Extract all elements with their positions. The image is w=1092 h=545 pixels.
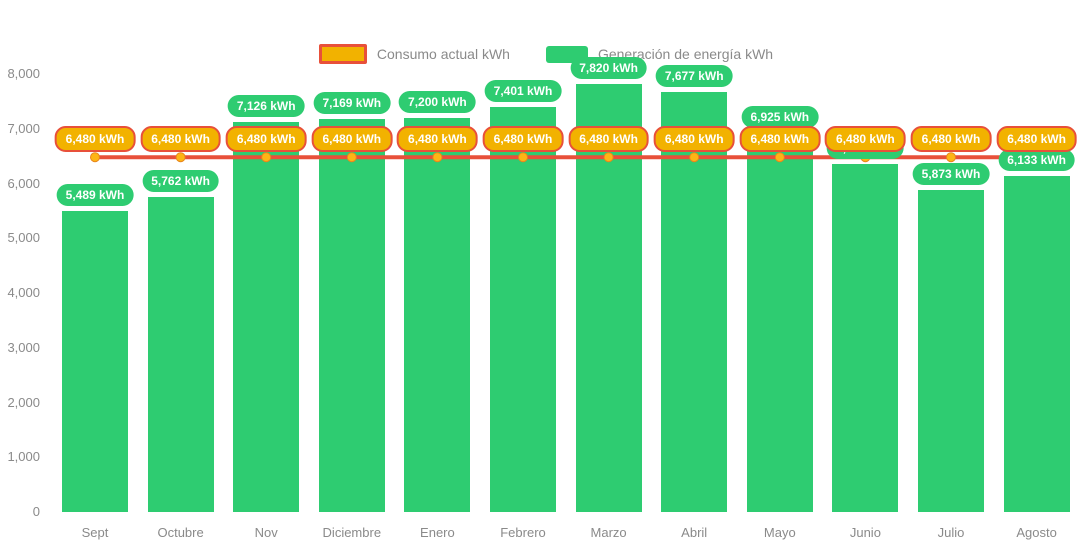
bar-febrero[interactable] [490,106,556,512]
generation-value-label-agosto: 6,133 kWh [998,149,1075,172]
bar-abril[interactable] [661,91,728,512]
bar-sept[interactable] [62,211,128,512]
line-marker-sept[interactable] [90,152,100,163]
consumption-value-label-octubre: 6,480 kWh [140,126,221,153]
y-axis-tick-label: 5,000 [7,230,40,246]
bar-agosto[interactable] [1003,176,1070,512]
bar-mayo[interactable] [746,132,813,512]
x-axis-label-junio: Junio [849,525,881,540]
generation-value-label-diciembre: 7,169 kWh [313,92,391,115]
consumption-legend-label: Consumo actual kWh [376,46,510,62]
y-axis-tick-label: 7,000 [7,120,40,136]
x-axis-label-marzo: Marzo [590,525,627,540]
generation-value-label-marzo: 7,820 kWh [570,56,647,79]
x-axis-label-nov: Nov [254,525,278,540]
consumption-legend-swatch-icon [318,44,367,64]
generation-value-label-nov: 7,126 kWh [227,94,305,117]
x-axis-label-abril: Abril [681,525,708,540]
consumption-value-label-febrero: 6,480 kWh [482,126,564,153]
y-axis-tick-label: 0 [32,504,40,519]
consumption-value-label-marzo: 6,480 kWh [568,126,649,153]
y-axis-tick-label: 8,000 [7,66,40,81]
generation-value-label-abril: 7,677 kWh [655,64,733,87]
consumption-value-label-enero: 6,480 kWh [397,126,478,153]
x-axis-label-febrero: Febrero [500,525,546,540]
bar-diciembre[interactable] [318,119,385,512]
generation-value-label-mayo: 6,925 kWh [741,105,819,128]
y-axis-tick-label: 3,000 [7,339,40,355]
x-axis-label-enero: Enero [420,525,455,540]
y-axis-tick-label: 4,000 [7,285,40,300]
x-axis-label-julio: Julio [937,525,965,540]
consumption-value-label-agosto: 6,480 kWh [996,126,1077,153]
y-axis-tick-label: 1,000 [7,449,40,465]
bar-nov[interactable] [233,121,300,512]
x-axis-label-sept: Sept [81,525,109,540]
x-axis-label-octubre: Octubre [157,525,204,540]
generation-value-label-sept: 5,489 kWh [56,184,134,207]
bar-enero[interactable] [404,117,471,512]
legend-item-consumption[interactable]: Consumo actual kWh [318,44,510,64]
bar-octubre[interactable] [147,196,214,512]
consumption-value-label-junio: 6,480 kWh [825,126,906,153]
bar-julio[interactable] [918,190,984,512]
generation-value-label-octubre: 5,762 kWh [142,169,219,192]
consumption-value-label-nov: 6,480 kWh [225,126,307,153]
y-axis-tick-label: 6,000 [7,175,40,191]
x-axis-label-diciembre: Diciembre [322,525,382,540]
chart-legend: Consumo actual kWh Generación de energía… [0,44,1092,64]
consumption-value-label-sept: 6,480 kWh [54,126,136,153]
consumption-value-label-diciembre: 6,480 kWh [311,126,393,153]
line-marker-julio[interactable] [946,152,956,163]
generation-value-label-febrero: 7,401 kWh [484,79,562,102]
generation-value-label-enero: 7,200 kWh [399,90,476,113]
generation-value-label-julio: 5,873 kWh [912,163,990,186]
bar-junio[interactable] [832,163,899,512]
consumption-value-label-abril: 6,480 kWh [653,126,735,153]
x-axis-label-mayo: Mayo [763,525,796,540]
line-marker-octubre[interactable] [175,152,186,163]
x-axis-label-agosto: Agosto [1016,525,1057,540]
y-axis-tick-label: 2,000 [7,394,40,410]
consumption-value-label-mayo: 6,480 kWh [739,126,821,153]
consumption-value-label-julio: 6,480 kWh [910,126,992,153]
